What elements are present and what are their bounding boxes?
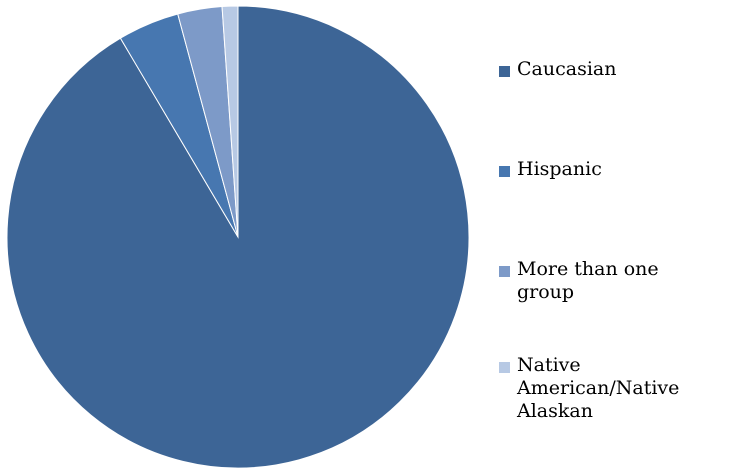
pie-slice-native-american-native-alaskan [221,5,239,238]
legend-label-native-american-native-alaskan: Native American/Native Alaskan [517,354,680,422]
legend-item-native-american-native-alaskan: Native American/Native Alaskan [499,354,717,423]
legend-label-caucasian: Caucasian [517,58,617,80]
legend-label-hispanic: Hispanic [517,158,602,180]
legend-item-more-than-one-group: More than one group [499,258,717,304]
legend-swatch-more-than-one-group [499,266,510,277]
legend-swatch-hispanic [499,166,510,177]
legend-swatch-native-american-native-alaskan [499,362,510,373]
legend-swatch-caucasian [499,66,510,77]
legend-item-hispanic: Hispanic [499,158,717,181]
legend-item-caucasian: Caucasian [499,58,717,81]
legend-label-more-than-one-group: More than one group [517,258,659,303]
